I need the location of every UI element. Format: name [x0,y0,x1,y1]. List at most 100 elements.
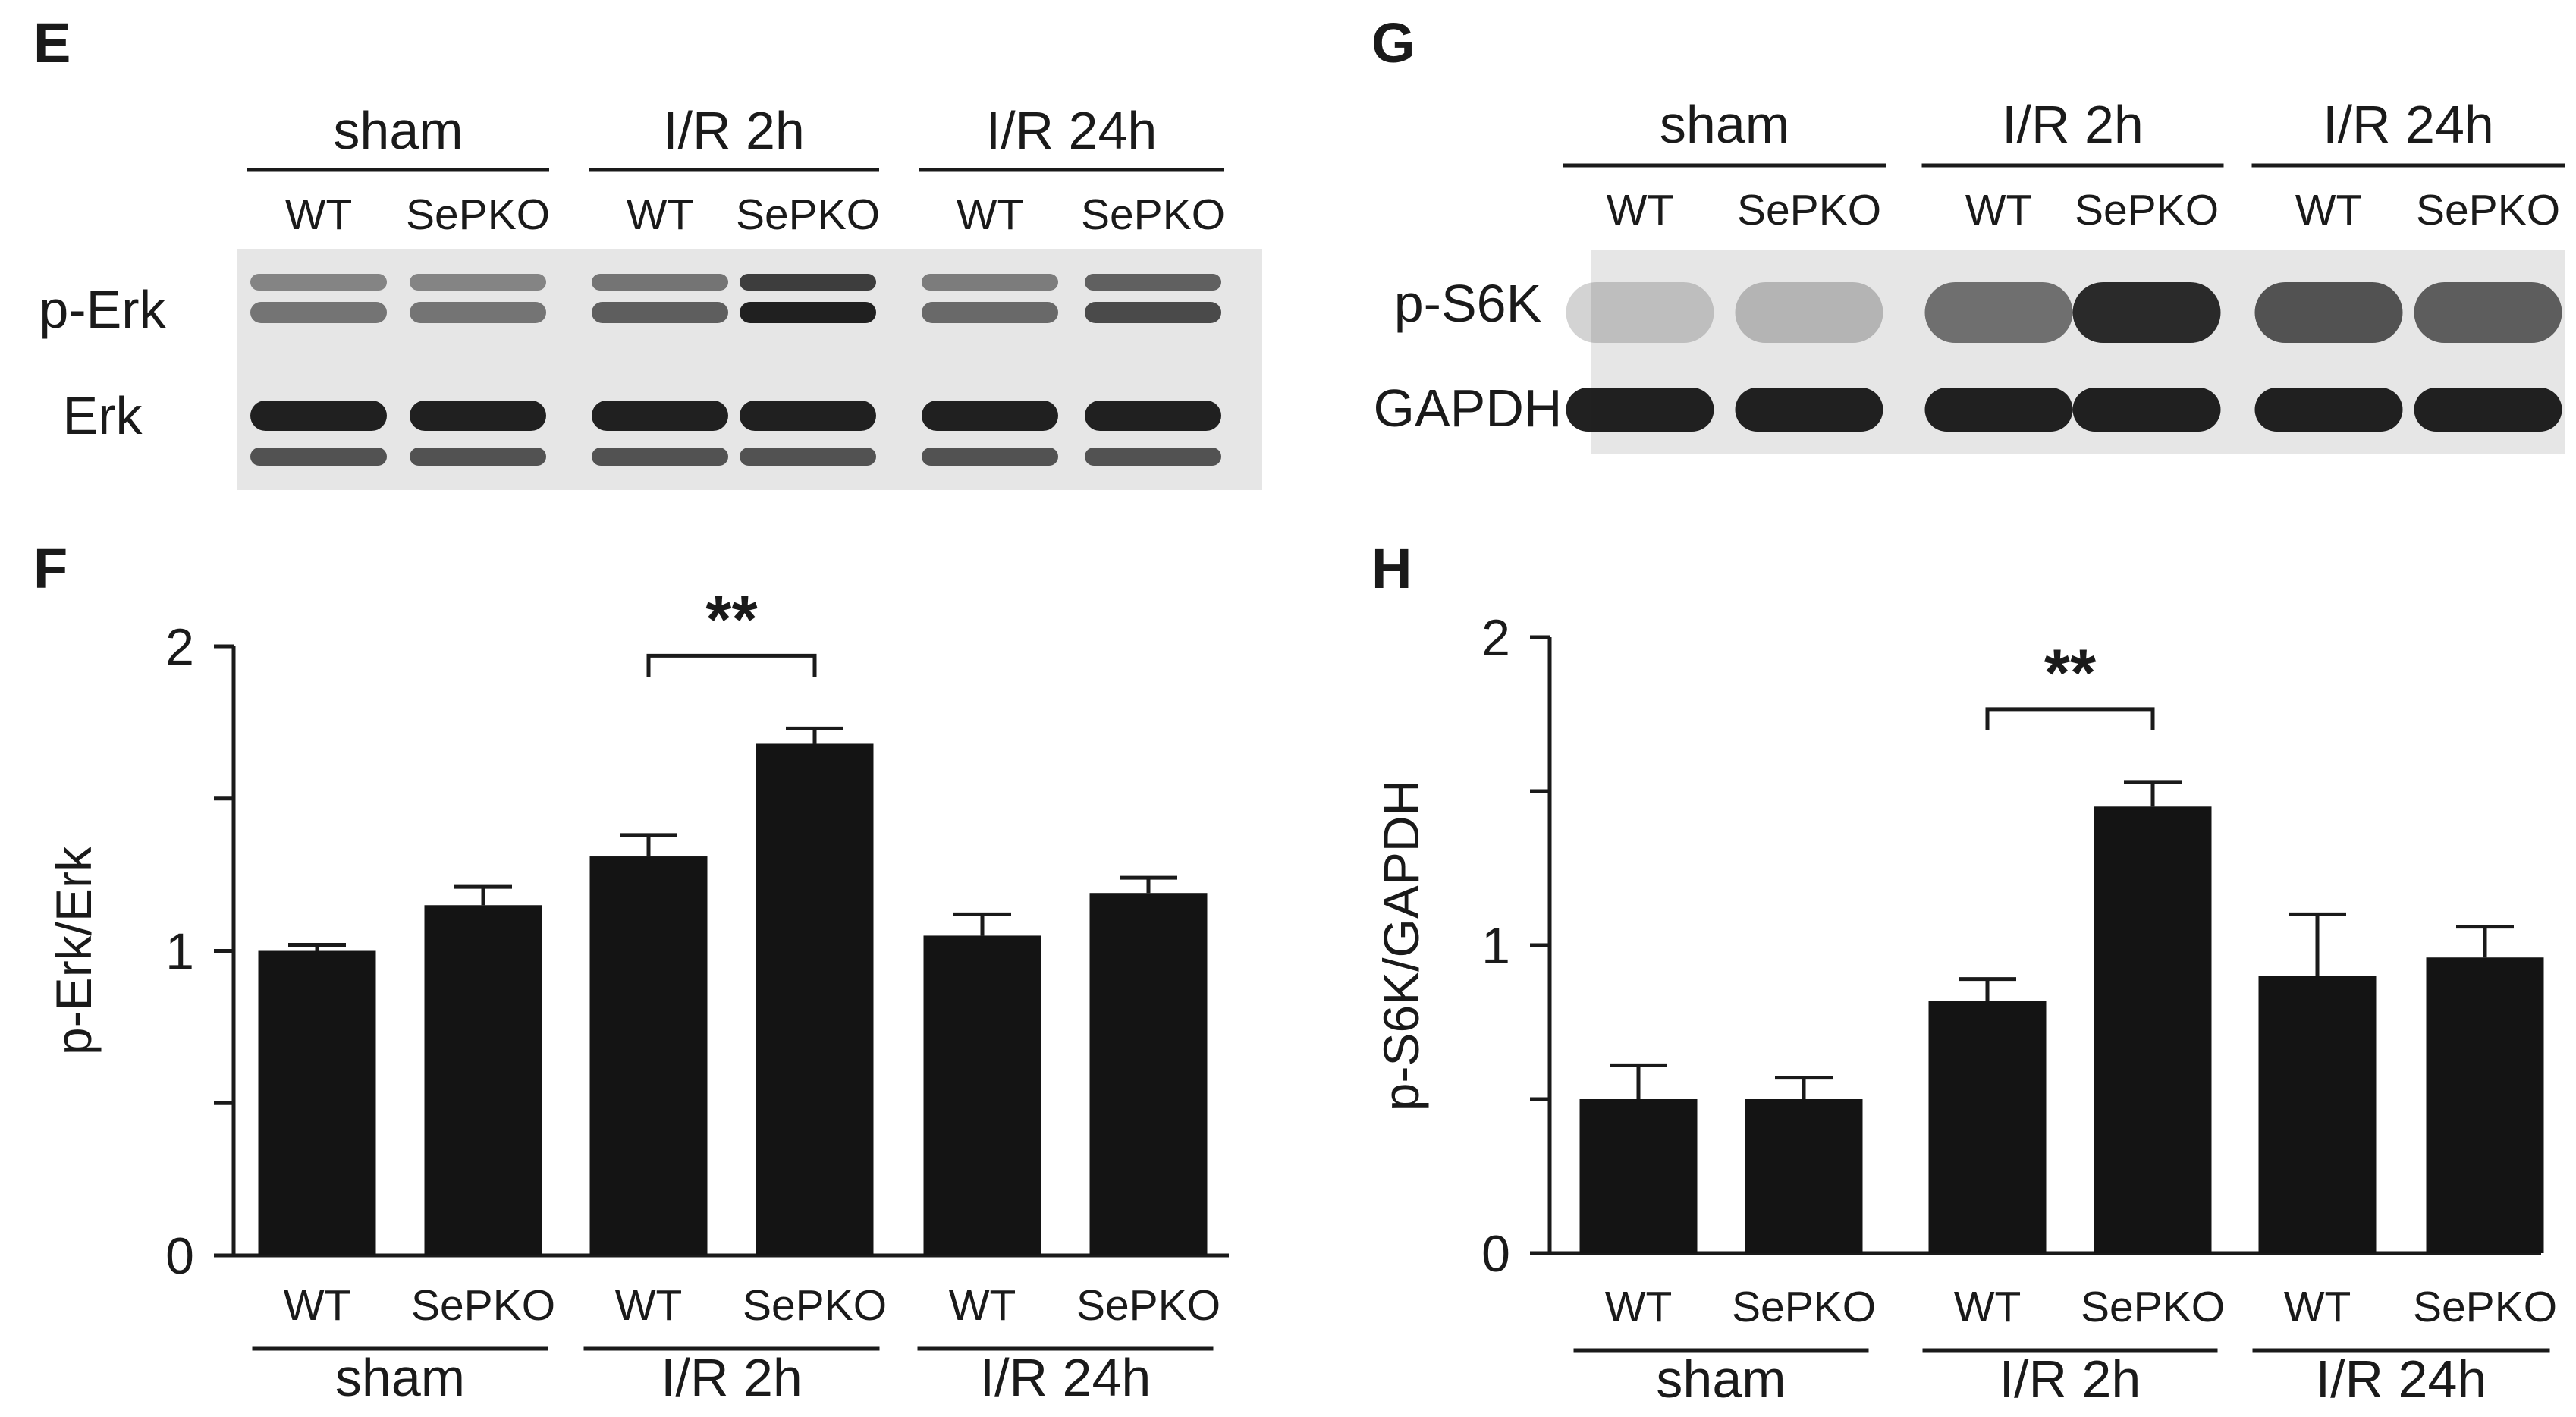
y-axis-label: p-Erk/Erk [46,846,102,1055]
group-label-sham: sham [333,101,463,160]
row-label-gapdh: GAPDH [1374,379,1563,438]
band-erk-lane-2 [410,401,546,431]
band-p-erk-lane-6 [1085,274,1221,291]
lane-label-wt: WT [627,190,694,239]
y-tick-label-2: 2 [165,618,194,676]
band-p-erk-lane-4 [740,274,876,291]
band-p-s6k-lane-6 [2414,282,2562,343]
x-tick-label-wt: WT [615,1281,683,1330]
y-tick-label-1: 1 [1481,917,1510,975]
x-tick-label-sepko: SePKO [1076,1281,1220,1330]
panel-letter-g: G [1371,11,1415,74]
bar-i-r-24h-wt [923,935,1041,1255]
p-erk-bar-chart: 0 1 2 p-Erk/Erk WT SePKO WT SePKO WT SePKO sham I/R… [46,581,1229,1407]
row-label-p-erk: p-Erk [39,280,166,339]
bar-sham-sepko [1745,1099,1863,1253]
group-label-i-r-24h: I/R 24h [2316,1349,2487,1409]
group-label-sham: sham [1660,95,1789,154]
band-erk-lane-2 [410,448,546,466]
x-tick-label-sepko: SePKO [2413,1283,2557,1331]
band-erk-lane-6 [1085,448,1221,466]
panel-letter-e: E [33,11,71,74]
bar-sham-wt [258,950,376,1255]
group-label-i-r-24h: I/R 24h [986,101,1158,160]
lane-label-sepko: SePKO [1081,190,1225,239]
lane-label-sepko: SePKO [2075,186,2219,234]
y-axis-label: p-S6K/GAPDH [1373,780,1429,1111]
band-erk-lane-1 [250,448,387,466]
band-erk-lane-3 [592,401,728,431]
band-p-s6k-lane-4 [2072,282,2221,343]
band-gapdh-lane-3 [1924,388,2073,432]
bar-i-r-2h-wt [1928,1001,2047,1253]
group-label-i-r-2h: I/R 2h [661,1348,803,1407]
band-erk-lane-4 [740,448,876,466]
band-p-erk-lane-5 [922,302,1058,323]
group-label-sham: sham [335,1348,465,1407]
band-p-erk-lane-3 [592,274,728,291]
group-label-i-r-24h: I/R 24h [980,1348,1151,1407]
x-tick-label-wt: WT [949,1281,1016,1330]
y-tick-label-0: 0 [1481,1225,1510,1283]
band-p-s6k-lane-3 [1924,282,2073,343]
y-tick-label-1: 1 [165,923,194,981]
band-p-erk-lane-2 [410,302,546,323]
significance-bracket [646,653,817,677]
significance-stars: ** [705,581,758,656]
x-tick-label-wt: WT [284,1281,351,1330]
band-gapdh-lane-2 [1735,388,1883,432]
band-erk-lane-5 [922,448,1058,466]
lane-label-wt: WT [285,190,353,239]
bar-i-r-2h-wt [589,856,708,1255]
band-erk-lane-3 [592,448,728,466]
bar-i-r-24h-wt [2258,976,2377,1253]
significance-stars: ** [2044,635,2097,710]
band-p-erk-lane-4 [740,302,876,323]
s6k-western-blot: sham I/R 2h I/R 24h WT SePKO WT SePKO WT SePKO p-… [1374,95,2565,454]
band-p-s6k-lane-1 [1566,282,1714,343]
band-p-s6k-lane-5 [2254,282,2403,343]
bar-i-r-24h-sepko [1089,893,1208,1255]
group-label-sham: sham [1656,1349,1786,1409]
group-label-i-r-2h: I/R 2h [2002,95,2144,154]
band-gapdh-lane-4 [2072,388,2221,432]
band-erk-lane-4 [740,401,876,431]
lane-label-wt: WT [1607,186,1674,234]
band-gapdh-lane-6 [2414,388,2562,432]
bar-sham-wt [1579,1099,1698,1253]
y-tick-label-0: 0 [165,1227,194,1285]
lane-label-wt: WT [957,190,1024,239]
x-tick-label-sepko: SePKO [411,1281,555,1330]
panel-letter-f: F [33,537,68,600]
band-p-erk-lane-1 [250,274,387,291]
p-s6k-bar-chart: 0 1 2 p-S6K/GAPDH WT SePKO WT SePKO WT SePKO sham I… [1373,609,2557,1409]
band-erk-lane-1 [250,401,387,431]
x-tick-label-sepko: SePKO [2081,1283,2225,1331]
x-tick-label-wt: WT [1605,1283,1673,1331]
lane-label-sepko: SePKO [736,190,880,239]
bar-sham-sepko [424,905,542,1255]
band-p-erk-lane-2 [410,274,546,291]
row-label-p-s6k: p-S6K [1394,274,1542,333]
x-tick-label-sepko: SePKO [743,1281,887,1330]
lane-label-sepko: SePKO [1737,186,1881,234]
lane-label-wt: WT [1965,186,2033,234]
row-label-erk: Erk [63,386,143,445]
band-erk-lane-5 [922,401,1058,431]
bar-i-r-24h-sepko [2426,957,2544,1253]
significance-bracket [1985,707,2155,730]
bar-i-r-2h-sepko [756,743,874,1255]
group-label-i-r-24h: I/R 24h [2323,95,2494,154]
y-tick-label-2: 2 [1481,609,1510,667]
band-p-s6k-lane-2 [1735,282,1883,343]
x-tick-label-wt: WT [2284,1283,2351,1331]
band-p-erk-lane-5 [922,274,1058,291]
band-p-erk-lane-6 [1085,302,1221,323]
band-gapdh-lane-1 [1566,388,1714,432]
x-tick-label-sepko: SePKO [1732,1283,1876,1331]
band-gapdh-lane-5 [2254,388,2403,432]
lane-label-sepko: SePKO [406,190,550,239]
erk-western-blot: sham I/R 2h I/R 24h WT SePKO WT SePKO WT SePKO p-… [39,101,1262,490]
x-tick-label-wt: WT [1954,1283,2022,1331]
lane-label-wt: WT [2295,186,2363,234]
